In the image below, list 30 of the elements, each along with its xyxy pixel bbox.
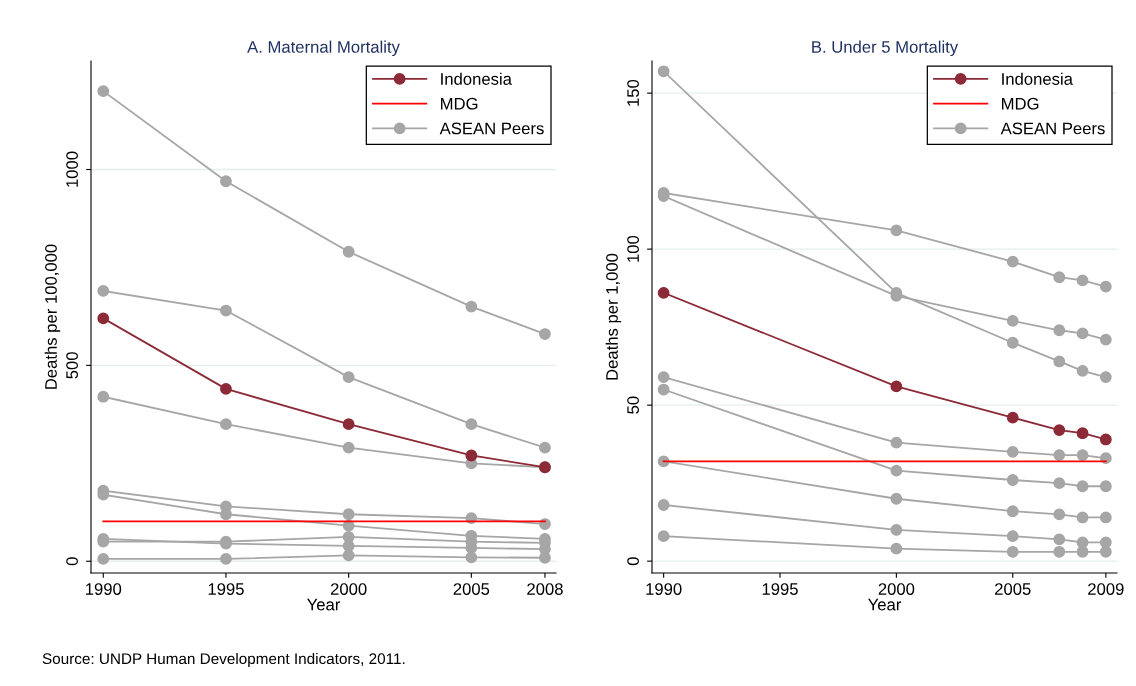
y-tick-label: 1000 [66, 151, 78, 187]
legend-label: Indonesia [1002, 72, 1073, 85]
x-tick-label: 2000 [878, 583, 915, 595]
y-tick-label: 0 [627, 557, 639, 566]
legend-label: ASEAN Peers [1000, 122, 1105, 135]
chart-title: A. Maternal Mortality [247, 40, 400, 57]
x-tick-label: 2005 [453, 583, 490, 595]
x-axis-title: Year [307, 598, 341, 611]
x-tick-label: 1990 [646, 583, 682, 595]
y-axis-title: Deaths per 1,000 [605, 253, 622, 380]
x-tick-label: 1995 [208, 583, 244, 595]
y-axis-title: Deaths per 100,000 [44, 244, 61, 389]
y-tick-label: 100 [627, 235, 639, 262]
legend-label: Indonesia [441, 72, 512, 85]
x-tick-label: 2005 [995, 583, 1031, 595]
y-tick-label: 0 [66, 557, 78, 566]
x-tick-label: 1990 [86, 583, 122, 595]
legend-label: ASEAN Peers [439, 122, 544, 135]
x-axis-title: Year [868, 598, 902, 611]
y-tick-label: 150 [627, 79, 639, 106]
chart-title: B. Under 5 Mortality [812, 40, 959, 57]
x-tick-label: 1995 [762, 583, 798, 595]
y-tick-label: 500 [66, 352, 78, 379]
x-tick-label: 2000 [330, 583, 367, 595]
y-tick-label: 50 [627, 396, 639, 414]
legend-label: MDG [441, 97, 478, 110]
x-tick-label: 2008 [527, 583, 563, 595]
legend-label: MDG [1002, 97, 1039, 110]
x-tick-label: 2009 [1088, 583, 1124, 595]
source-note: Source: UNDP Human Development Indicators, 2011. [42, 652, 405, 668]
